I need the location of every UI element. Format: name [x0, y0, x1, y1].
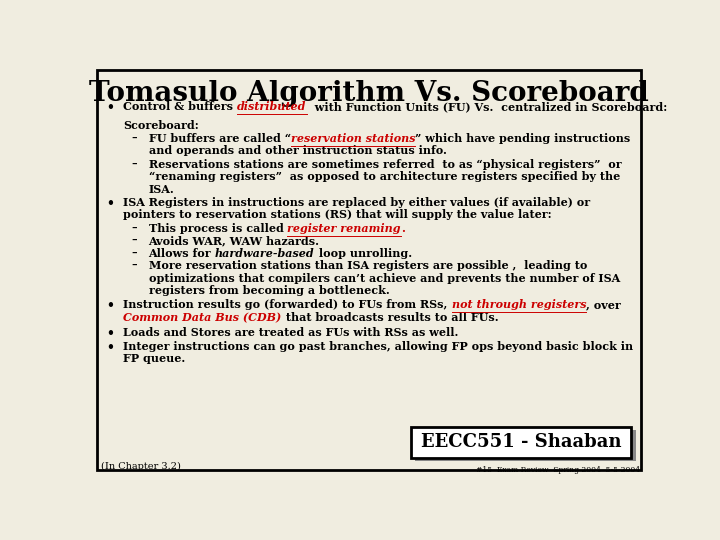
Text: •: • [107, 197, 114, 210]
Text: Integer instructions can go past branches, allowing FP ops beyond basic block in: Integer instructions can go past branche… [124, 341, 634, 352]
Text: More reservation stations than ISA registers are possible ,  leading to: More reservation stations than ISA regis… [148, 260, 587, 271]
Text: loop unrolling.: loop unrolling. [315, 248, 412, 259]
Text: –: – [132, 223, 138, 234]
FancyBboxPatch shape [415, 430, 636, 461]
Text: FP queue.: FP queue. [124, 353, 186, 365]
Text: Instruction results go (forwarded) to FUs from RSs,: Instruction results go (forwarded) to FU… [124, 299, 451, 310]
Text: with Function Units (FU) Vs.  centralized in Scoreboard:: with Function Units (FU) Vs. centralized… [307, 102, 667, 112]
Text: Reservations stations are sometimes referred  to as “physical registers”  or: Reservations stations are sometimes refe… [148, 159, 621, 170]
Text: –: – [132, 159, 138, 170]
Text: –: – [132, 133, 138, 144]
Text: register renaming: register renaming [287, 223, 401, 234]
Text: , over: , over [586, 299, 621, 310]
Text: registers from becoming a bottleneck.: registers from becoming a bottleneck. [148, 285, 390, 296]
Text: –: – [132, 248, 138, 259]
Text: •: • [107, 299, 114, 312]
Text: reservation stations: reservation stations [291, 133, 415, 144]
Text: Scoreboard:: Scoreboard: [124, 120, 199, 131]
Text: –: – [132, 260, 138, 271]
Text: Common Data Bus (CDB): Common Data Bus (CDB) [124, 312, 282, 323]
Text: –: – [132, 235, 138, 246]
Text: •: • [107, 102, 114, 114]
Text: .: . [401, 223, 405, 234]
Text: pointers to reservation stations (RS) that will supply the value later:: pointers to reservation stations (RS) th… [124, 210, 552, 220]
Text: optimizations that compilers can’t achieve and prevents the number of ISA: optimizations that compilers can’t achie… [148, 273, 620, 284]
Text: hardware-based: hardware-based [215, 248, 315, 259]
Text: This process is called: This process is called [148, 223, 287, 234]
Text: ISA Registers in instructions are replaced by either values (if available) or: ISA Registers in instructions are replac… [124, 197, 590, 208]
Text: •: • [107, 341, 114, 354]
Text: ISA.: ISA. [148, 184, 174, 195]
Text: FU buffers are called “: FU buffers are called “ [148, 133, 291, 144]
Text: Allows for: Allows for [148, 248, 215, 259]
Text: that broadcasts results to all FUs.: that broadcasts results to all FUs. [282, 312, 498, 323]
Text: #15  Exam Review  Spring 2004  5-5-2004: #15 Exam Review Spring 2004 5-5-2004 [475, 467, 639, 474]
Text: Loads and Stores are treated as FUs with RSs as well.: Loads and Stores are treated as FUs with… [124, 327, 459, 338]
Text: not through registers: not through registers [451, 299, 586, 310]
Text: “renaming registers”  as opposed to architecture registers specified by the: “renaming registers” as opposed to archi… [148, 171, 620, 182]
Text: and operands and other instruction status info.: and operands and other instruction statu… [148, 145, 446, 157]
Text: ” which have pending instructions: ” which have pending instructions [415, 133, 631, 144]
Text: •: • [107, 327, 114, 340]
Text: EECC551 - Shaaban: EECC551 - Shaaban [420, 433, 621, 451]
FancyBboxPatch shape [96, 70, 642, 470]
FancyBboxPatch shape [411, 427, 631, 458]
Text: (In Chapter 3.2): (In Chapter 3.2) [101, 462, 181, 471]
Text: Avoids WAR, WAW hazards.: Avoids WAR, WAW hazards. [148, 235, 320, 246]
Text: Control & buffers: Control & buffers [124, 102, 238, 112]
Text: distributed: distributed [238, 102, 307, 112]
Text: Tomasulo Algorithm Vs. Scoreboard: Tomasulo Algorithm Vs. Scoreboard [89, 80, 649, 107]
